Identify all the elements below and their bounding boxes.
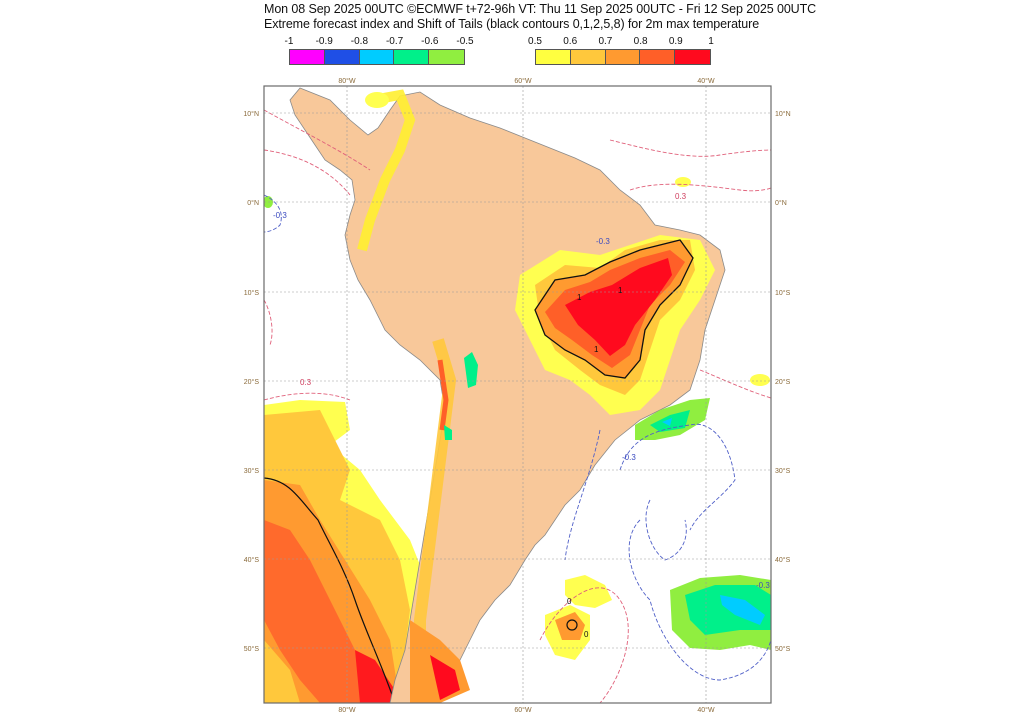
- efi-positive-contours: [264, 109, 771, 703]
- contour-labels: 1 1 1 0 0 0.3 -0.3 -0.3 0.3 -0.3 -0.3: [273, 192, 770, 639]
- caribbean-warm-spot: [365, 92, 389, 108]
- atlantic-warm-spot: [675, 177, 691, 187]
- legend-swatch: [605, 50, 641, 64]
- svg-text:-0.3: -0.3: [596, 237, 610, 246]
- brazil-heat-anomaly: [515, 235, 715, 415]
- andes-north-warm: [357, 89, 416, 252]
- legend-tick: -0.6: [421, 36, 439, 47]
- svg-text:1: 1: [577, 293, 582, 302]
- legend-negative-colorbar: [289, 49, 465, 65]
- svg-text:10°S: 10°S: [775, 289, 791, 297]
- map-title-line-1: Mon 08 Sep 2025 00UTC ©ECMWF t+72-96h VT…: [264, 2, 817, 16]
- legend-swatch: [640, 50, 676, 64]
- efi-negative-contours: [264, 194, 771, 681]
- legend-tick: 0.6: [563, 36, 578, 47]
- legend-positive: 0.5 0.6 0.7 0.8 0.9 1: [528, 36, 714, 70]
- legend-swatch: [394, 50, 430, 64]
- map-frame: [263, 85, 772, 704]
- chile-cold-spot: [444, 425, 452, 440]
- svg-text:20°S: 20°S: [775, 378, 791, 386]
- patagonia-hot: [430, 655, 460, 700]
- svg-text:30°S: 30°S: [244, 467, 260, 475]
- longitude-labels-top: 80°W 60°W 40°W: [338, 77, 715, 85]
- legend-negative-ticks: -1 -0.9 -0.8 -0.7 -0.6 -0.5: [285, 36, 474, 48]
- svg-text:40°W: 40°W: [697, 706, 715, 714]
- legend-positive-colorbar: [535, 49, 711, 65]
- svg-text:0: 0: [584, 630, 589, 639]
- svg-text:20°S: 20°S: [244, 378, 260, 386]
- latitude-labels-left: 10°N 0°N 10°S 20°S 30°S 40°S 50°S: [243, 110, 259, 653]
- legend-swatch: [570, 50, 606, 64]
- svg-text:1: 1: [618, 286, 623, 295]
- latitude-labels-right: 10°N 0°N 10°S 20°S 30°S 40°S 50°S: [775, 110, 791, 653]
- svg-text:80°W: 80°W: [338, 706, 356, 714]
- svg-text:60°W: 60°W: [514, 706, 532, 714]
- bolivia-cold-spot: [464, 352, 478, 388]
- svg-text:50°S: 50°S: [244, 645, 260, 653]
- legend-swatch: [675, 50, 710, 64]
- legend-tick: -0.8: [350, 36, 369, 47]
- legend-swatch: [429, 50, 464, 64]
- legend-negative: -1 -0.9 -0.8 -0.7 -0.6 -0.5: [285, 36, 474, 70]
- legend-tick: -0.9: [315, 36, 333, 47]
- svg-text:40°S: 40°S: [775, 556, 791, 564]
- svg-text:10°S: 10°S: [244, 289, 260, 297]
- svg-text:-0.3: -0.3: [622, 453, 636, 462]
- falklands-warm-anomaly: [545, 575, 612, 660]
- svg-text:40°S: 40°S: [244, 556, 260, 564]
- svg-text:50°S: 50°S: [775, 645, 791, 653]
- legend-positive-ticks: 0.5 0.6 0.7 0.8 0.9 1: [528, 36, 714, 48]
- legend-swatch: [290, 50, 325, 64]
- south-america-land: [289, 87, 726, 703]
- legend-tick: 0.9: [668, 36, 683, 47]
- legend-swatch: [359, 50, 395, 64]
- svg-text:0°N: 0°N: [247, 199, 259, 207]
- atlantic-warm-spot-2: [750, 374, 770, 386]
- svg-text:0°N: 0°N: [775, 199, 787, 207]
- graticule: [264, 86, 771, 703]
- legend-tick: -0.7: [385, 36, 404, 47]
- longitude-labels-bottom: 80°W 60°W 40°W: [338, 706, 715, 714]
- andes-hotspot: [437, 359, 449, 431]
- legend-tick: 0.7: [598, 36, 613, 47]
- svg-text:1: 1: [594, 345, 599, 354]
- svg-text:60°W: 60°W: [514, 77, 532, 85]
- map-title-line-2: Extreme forecast index and Shift of Tail…: [264, 17, 760, 31]
- svg-text:-0.3: -0.3: [756, 581, 770, 590]
- legend-tick: 0.5: [528, 36, 542, 47]
- legend-swatch: [536, 50, 571, 64]
- legend-tick: -1: [284, 36, 294, 47]
- legend-tick: -0.5: [456, 36, 474, 47]
- svg-text:40°W: 40°W: [697, 77, 715, 85]
- legend-tick: 1: [708, 36, 714, 47]
- svg-text:0.3: 0.3: [300, 378, 312, 387]
- svg-text:10°N: 10°N: [243, 110, 259, 118]
- svg-text:-0.3: -0.3: [273, 211, 287, 220]
- andes-south-warm: [414, 338, 457, 660]
- svg-text:0: 0: [567, 597, 572, 606]
- svg-text:10°N: 10°N: [775, 110, 791, 118]
- legend-tick: 0.8: [633, 36, 648, 47]
- legend-swatch: [324, 50, 360, 64]
- svg-text:30°S: 30°S: [775, 467, 791, 475]
- svg-text:0.3: 0.3: [675, 192, 687, 201]
- svg-text:80°W: 80°W: [338, 77, 356, 85]
